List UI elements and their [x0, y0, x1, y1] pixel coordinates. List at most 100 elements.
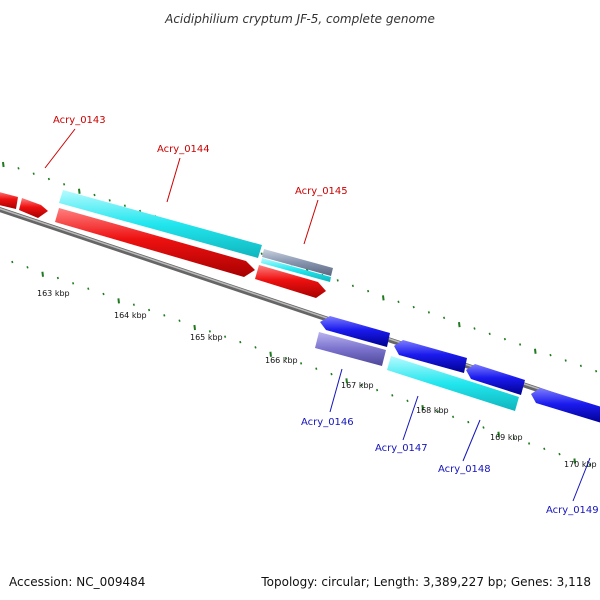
outer-track-minor-tick [549, 353, 552, 357]
outer-track-minor-tick [123, 204, 126, 207]
inner-track-major-tick [497, 431, 500, 437]
genome-summary-text: Topology: circular; Length: 3,389,227 bp… [260, 575, 591, 589]
gene-feature-acry-0148[interactable] [466, 364, 525, 395]
inner-track-minor-tick [376, 388, 379, 392]
gene-feature-acry-0145-misc[interactable] [262, 249, 333, 276]
callout-line-acry-0143 [44, 128, 76, 169]
accession-text: Accession: NC_009484 [9, 575, 145, 589]
outer-track-major-tick [458, 321, 461, 328]
inner-track-major-tick [117, 298, 120, 304]
gene-feature-acry-0144[interactable] [55, 208, 255, 277]
gene-feature-acry-0145[interactable] [255, 265, 326, 298]
inner-track-minor-tick [558, 452, 561, 456]
inner-track-major-tick [41, 271, 44, 277]
outer-track-minor-tick [17, 167, 20, 170]
inner-track-major-tick [345, 378, 348, 384]
inner-track-minor-tick [56, 276, 59, 280]
outer-track-minor-tick [473, 327, 476, 330]
inner-tick-track [11, 260, 591, 467]
inner-track-minor-tick [300, 362, 303, 365]
inner-track-minor-tick [512, 436, 515, 440]
outer-track-minor-tick [564, 359, 567, 362]
gene-feature-acry-0146-misc[interactable] [315, 332, 386, 366]
callout-line-acry-0149 [572, 457, 591, 502]
inner-track-minor-tick [315, 367, 318, 370]
gene-feature-acry-0144-highlight[interactable] [59, 190, 262, 258]
inner-track-minor-tick [436, 410, 439, 413]
inner-track-major-tick [573, 458, 576, 464]
outer-track-minor-tick [427, 311, 430, 314]
inner-track-minor-tick [178, 319, 181, 322]
genome-title: Acidiphilium cryptum JF-5, complete geno… [164, 12, 435, 26]
outer-track-major-tick [382, 295, 385, 301]
inner-track-minor-tick [452, 415, 455, 419]
inner-track-major-tick [269, 351, 272, 357]
inner-track-minor-tick [284, 356, 287, 360]
inner-track-minor-tick [208, 330, 211, 333]
gene-label-acry-0145[interactable]: Acry_0145 [295, 186, 348, 197]
outer-track-minor-tick [367, 289, 370, 293]
inner-track-minor-tick [330, 372, 333, 376]
inner-track-minor-tick [528, 442, 531, 445]
scale-labels: 163 kbp 164 kbp 165 kbp 166 kbp 167 kbp … [37, 289, 597, 469]
outer-track-minor-tick [351, 284, 354, 288]
outer-track-minor-tick [503, 337, 506, 341]
gene-label-acry-0146[interactable]: Acry_0146 [301, 417, 354, 428]
forward-gene-labels [44, 128, 319, 245]
scale-label-166: 166 kbp [265, 356, 298, 365]
gene-feature-acry-0149[interactable] [531, 388, 600, 424]
callout-line-acry-0148 [462, 419, 481, 462]
inner-track-minor-tick [87, 287, 90, 290]
gene-label-acry-0148[interactable]: Acry_0148 [438, 464, 491, 475]
callout-line-acry-0146 [329, 368, 343, 413]
scale-label-167: 167 kbp [341, 381, 374, 390]
inner-track-minor-tick [588, 463, 591, 467]
inner-track-minor-tick [26, 266, 29, 269]
scale-label-168: 168 kbp [416, 406, 449, 415]
inner-track-minor-tick [163, 314, 166, 317]
outer-track-minor-tick [93, 193, 96, 197]
inner-track-minor-tick [132, 303, 135, 306]
gene-feature-acry-0143[interactable] [19, 198, 48, 218]
scale-label-164: 164 kbp [114, 311, 147, 320]
reverse-gene-labels [329, 368, 591, 502]
gene-feature-acry-0147[interactable] [394, 340, 467, 373]
inner-track-minor-tick [254, 346, 257, 349]
gene-label-acry-0144[interactable]: Acry_0144 [157, 144, 210, 155]
gene-feature-acry-0145-highlight[interactable] [261, 258, 331, 282]
gene-label-acry-0143[interactable]: Acry_0143 [53, 115, 106, 126]
inner-track-minor-tick [482, 426, 485, 429]
outer-track-major-tick [78, 188, 81, 194]
inner-track-minor-tick [239, 340, 242, 344]
outer-track-minor-tick [397, 300, 400, 304]
inner-track-minor-tick [102, 292, 105, 296]
inner-track-minor-tick [224, 335, 227, 338]
gene-feature-partial[interactable] [0, 191, 18, 209]
gene-feature-acry-0146[interactable] [320, 316, 390, 347]
outer-track-major-tick [534, 348, 537, 354]
inner-track-major-tick [193, 324, 196, 331]
gene-feature-acry-0147-highlight[interactable] [387, 356, 519, 411]
outer-track-minor-tick [443, 316, 446, 320]
outer-track-minor-tick [579, 364, 582, 368]
gene-label-acry-0147[interactable]: Acry_0147 [375, 443, 428, 454]
callout-line-acry-0147 [402, 395, 419, 441]
inner-track-major-tick [421, 404, 424, 411]
outer-track-minor-tick [595, 369, 598, 373]
inner-track-minor-tick [11, 260, 14, 264]
gene-features [0, 190, 600, 424]
scale-label-170: 170 kbp [564, 460, 597, 469]
outer-track-minor-tick [260, 252, 263, 255]
scale-label-165: 165 kbp [190, 333, 223, 342]
scale-label-169: 169 kbp [490, 433, 523, 442]
inner-track-minor-tick [360, 383, 363, 387]
gene-label-acry-0149[interactable]: Acry_0149 [546, 505, 599, 516]
scale-label-163: 163 kbp [37, 289, 70, 298]
inner-track-minor-tick [543, 447, 546, 451]
callout-line-acry-0145 [303, 199, 319, 245]
outer-track-minor-tick [412, 305, 415, 309]
outer-track-minor-tick [488, 332, 491, 336]
inner-track-minor-tick [467, 420, 470, 424]
outer-track-minor-tick [336, 279, 339, 282]
